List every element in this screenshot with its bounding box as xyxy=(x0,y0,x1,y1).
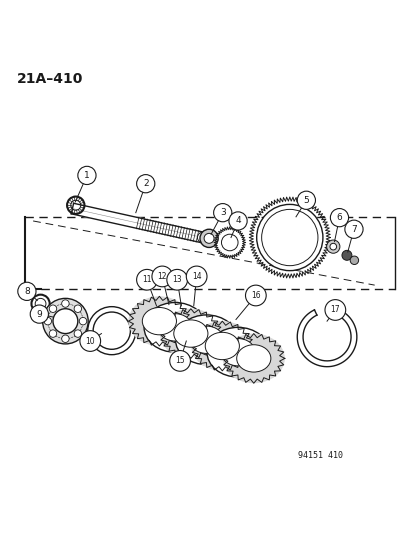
Circle shape xyxy=(53,309,78,334)
Text: 11: 11 xyxy=(142,275,151,284)
Text: 2: 2 xyxy=(142,179,148,188)
Text: 13: 13 xyxy=(172,275,182,284)
Text: 15: 15 xyxy=(175,357,185,366)
Circle shape xyxy=(330,208,348,227)
Ellipse shape xyxy=(144,303,206,352)
Circle shape xyxy=(30,305,48,323)
Text: 3: 3 xyxy=(219,208,225,217)
Ellipse shape xyxy=(222,334,284,383)
Ellipse shape xyxy=(142,308,176,335)
Circle shape xyxy=(74,330,81,337)
Text: 5: 5 xyxy=(303,196,309,205)
Circle shape xyxy=(43,298,88,344)
Circle shape xyxy=(245,285,266,306)
Ellipse shape xyxy=(191,321,253,371)
Circle shape xyxy=(204,233,214,244)
Ellipse shape xyxy=(206,327,268,377)
Circle shape xyxy=(344,220,362,238)
Circle shape xyxy=(297,191,315,209)
Ellipse shape xyxy=(236,345,270,372)
Circle shape xyxy=(349,256,358,264)
Text: 9: 9 xyxy=(36,310,42,319)
Circle shape xyxy=(256,204,322,271)
Polygon shape xyxy=(71,203,204,243)
Circle shape xyxy=(152,266,172,287)
Circle shape xyxy=(49,330,57,337)
Text: 16: 16 xyxy=(250,291,260,300)
Circle shape xyxy=(329,244,336,250)
Text: 10: 10 xyxy=(85,336,95,345)
Circle shape xyxy=(199,229,218,247)
Circle shape xyxy=(74,305,81,312)
Text: 12: 12 xyxy=(157,272,166,281)
Text: 94151 410: 94151 410 xyxy=(297,451,342,461)
Circle shape xyxy=(80,330,100,351)
Circle shape xyxy=(326,240,339,253)
Ellipse shape xyxy=(159,309,221,358)
Circle shape xyxy=(186,266,206,287)
Circle shape xyxy=(324,300,345,320)
Ellipse shape xyxy=(173,320,207,347)
Circle shape xyxy=(213,204,231,222)
Circle shape xyxy=(62,335,69,343)
Ellipse shape xyxy=(175,315,237,365)
Circle shape xyxy=(197,232,208,243)
Circle shape xyxy=(136,175,154,193)
Circle shape xyxy=(62,300,69,308)
Circle shape xyxy=(18,282,36,301)
Ellipse shape xyxy=(189,326,223,353)
Text: 6: 6 xyxy=(336,213,342,222)
Text: 8: 8 xyxy=(24,287,30,296)
Circle shape xyxy=(341,251,351,260)
Circle shape xyxy=(136,269,157,290)
Text: 17: 17 xyxy=(330,305,339,314)
Text: 14: 14 xyxy=(191,272,201,281)
Text: 21A–410: 21A–410 xyxy=(17,72,83,86)
Circle shape xyxy=(169,351,190,372)
Circle shape xyxy=(166,269,187,290)
Circle shape xyxy=(78,166,96,184)
Circle shape xyxy=(228,212,247,230)
Ellipse shape xyxy=(158,314,192,341)
Ellipse shape xyxy=(221,338,254,366)
Circle shape xyxy=(44,318,52,325)
Text: 4: 4 xyxy=(235,216,240,225)
Ellipse shape xyxy=(128,296,190,346)
Ellipse shape xyxy=(205,333,239,360)
Text: 7: 7 xyxy=(350,225,356,234)
Circle shape xyxy=(79,318,87,325)
Text: 1: 1 xyxy=(84,171,90,180)
Circle shape xyxy=(49,305,57,312)
Circle shape xyxy=(221,234,237,251)
